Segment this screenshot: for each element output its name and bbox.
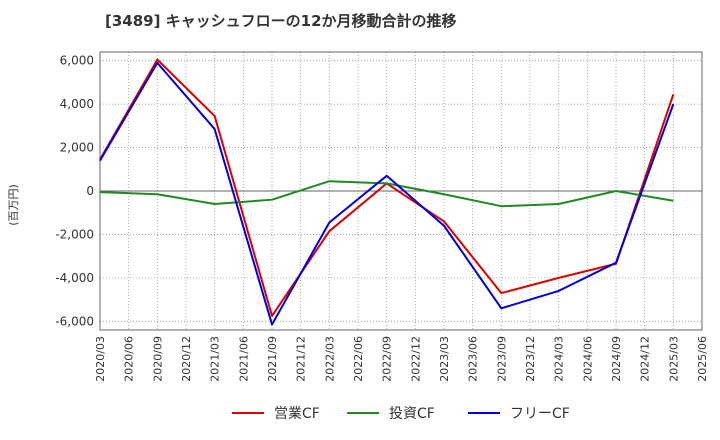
x-tick-label: 2022/03 [323, 336, 336, 382]
x-tick-label: 2022/09 [381, 336, 394, 382]
x-tick-label: 2024/06 [581, 336, 594, 382]
x-tick-label: 2025/03 [667, 336, 680, 382]
y-tick-label: 6,000 [60, 54, 94, 68]
x-tick-label: 2022/06 [352, 336, 365, 382]
y-tick-label: 0 [86, 184, 94, 198]
x-tick-label: 2024/03 [553, 336, 566, 382]
chart-title: [3489] キャッシュフローの12か月移動合計の推移 [105, 12, 457, 30]
plot-area-border [99, 51, 703, 331]
x-tick-label: 2023/03 [438, 336, 451, 382]
series-lines [99, 58, 675, 326]
y-tick-label: -2,000 [55, 227, 94, 241]
x-tick-label: 2023/06 [467, 336, 480, 382]
x-tick-labels: 2020/03 2020/06 2020/09 2020/12 2021/03 2021/… [94, 336, 709, 382]
x-tick-label: 2020/06 [123, 336, 136, 382]
x-tick-label: 2023/09 [495, 336, 508, 382]
x-tick-label: 2021/12 [295, 336, 308, 382]
x-tick-label: 2021/09 [266, 336, 279, 382]
x-tick-label: 2022/12 [409, 336, 422, 382]
x-tick-label: 2024/12 [639, 336, 652, 382]
y-axis-label: (百万円) [7, 184, 20, 226]
x-tick-label: 2020/12 [180, 336, 193, 382]
legend: 営業CF 投資CF フリーCF [232, 406, 570, 422]
y-tick-label: 4,000 [60, 97, 94, 111]
x-tick-label: 2024/09 [610, 336, 623, 382]
x-tick-label: 2023/12 [524, 336, 537, 382]
axes [99, 51, 703, 331]
x-tick-label: 2025/06 [696, 336, 709, 382]
grid [100, 52, 702, 330]
y-tick-labels: 6,000 4,000 2,000 0 -2,000 -4,000 -6,000 [55, 54, 94, 329]
x-tick-label: 2021/06 [237, 336, 250, 382]
x-tick-label: 2021/03 [209, 336, 222, 382]
x-tick-label: 2020/09 [151, 336, 164, 382]
y-tick-label: 2,000 [60, 141, 94, 155]
legend-label-0: 営業CF [274, 406, 320, 422]
legend-label-2: フリーCF [510, 406, 570, 422]
series-line-1 [99, 180, 674, 208]
x-tick-label: 2020/03 [94, 336, 107, 382]
series-line-2 [99, 61, 675, 326]
y-tick-label: -4,000 [55, 271, 94, 285]
y-tick-label: -6,000 [55, 314, 94, 328]
legend-label-1: 投資CF [389, 406, 435, 422]
